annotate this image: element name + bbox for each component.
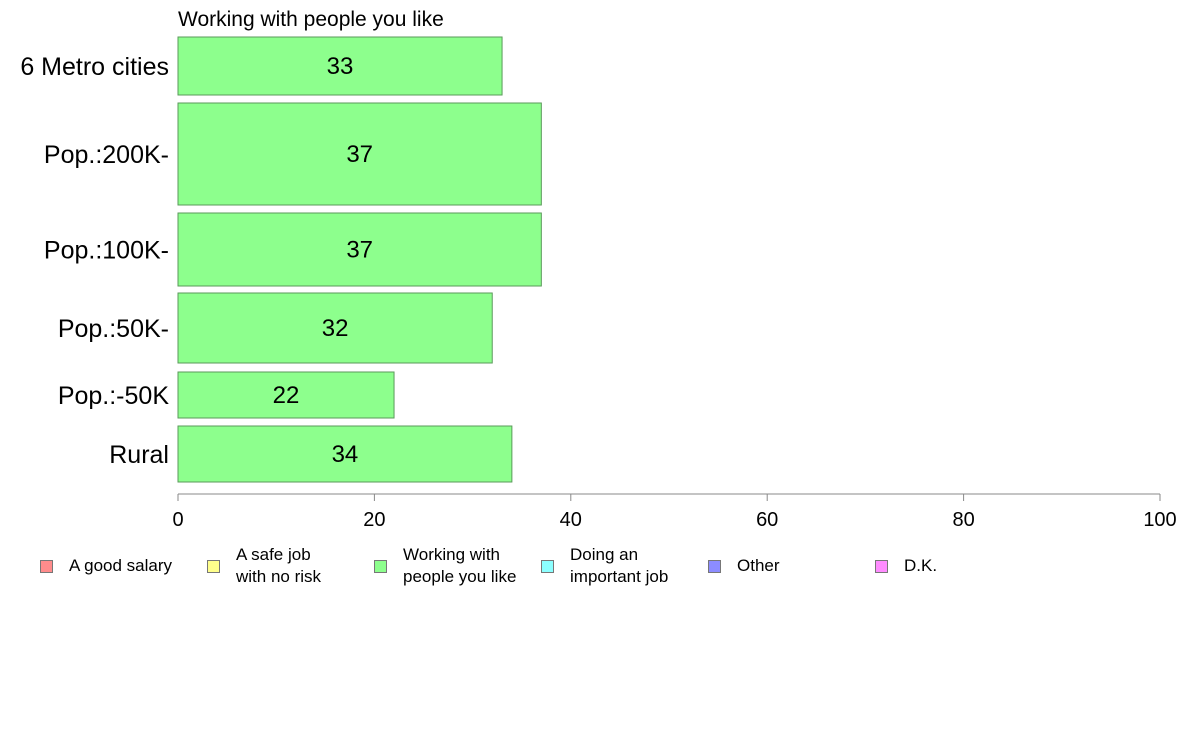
bar [177,425,513,483]
legend-label: A safe job with no risk [236,545,322,586]
legend-item: A good salary [40,542,172,590]
legend-label: D.K. [904,556,938,575]
chart-title: Working with people you like [178,8,444,31]
legend-swatch [40,559,53,573]
bar-value-label: 34 [332,441,359,468]
legend-label: Doing an important job [570,545,669,586]
bar [177,102,542,206]
legend-item: A safe job with no risk [207,542,321,590]
legend-label: Working with people you like [403,545,517,586]
bars-group: 33 6 Metro cities 37 Pop.:200K- 37 Pop.:100K-… [20,36,542,483]
legend-item: Other [708,542,780,590]
bar-value-label: 37 [346,237,373,264]
category-label: Pop.:50K- [58,315,169,343]
legend-item: Working with people you like [374,542,516,590]
bar [177,36,503,96]
category-label: Pop.:200K- [44,141,169,169]
legend-swatch [708,559,721,573]
bar-value-label: 22 [273,382,300,409]
bar [177,371,395,419]
legend-swatch [374,559,387,573]
bar [177,212,542,287]
x-tick-label: 0 [172,509,183,531]
category-label: Pop.:-50K [58,382,170,410]
legend: A good salary A safe job with no risk Work… [40,542,1160,590]
category-label: 6 Metro cities [20,53,169,81]
bar-value-label: 33 [327,53,354,80]
legend-item: Doing an important job [541,542,668,590]
legend-label: A good salary [69,556,173,575]
category-label: Rural [109,441,169,469]
bar [177,292,493,364]
legend-swatch [541,559,554,573]
x-tick-label: 80 [952,509,974,531]
bar-value-label: 37 [346,141,373,168]
legend-item: D.K. [875,542,937,590]
legend-swatch [207,559,220,573]
legend-swatch [875,559,888,573]
x-tick-label: 60 [756,509,778,531]
x-tick-label: 100 [1143,509,1176,531]
legend-label: Other [737,556,780,575]
category-label: Pop.:100K- [44,237,169,265]
x-tick-label: 20 [363,509,385,531]
x-axis: 0 20 40 60 80 100 [172,493,1177,531]
x-tick-label: 40 [560,509,582,531]
bar-value-label: 32 [322,315,349,342]
